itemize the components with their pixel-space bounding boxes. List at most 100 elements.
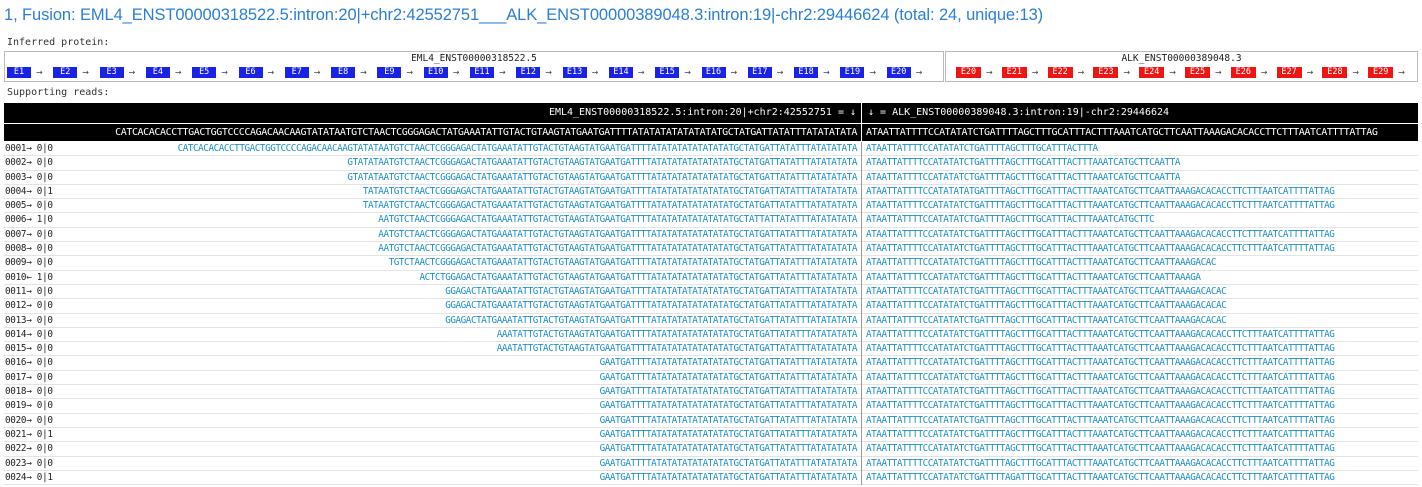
read-row: 0001→ 0|0 CATCACACACCTTGACTGGTCCCCAGACAAC… bbox=[4, 142, 1418, 157]
exon-gene_right-e24: E24 bbox=[1139, 67, 1165, 78]
exon-gene_left-e3: E3 bbox=[99, 67, 124, 78]
read-row: 0024→ 0|1 GAATGATTTTATATATATATATATATGCTAT… bbox=[4, 471, 1418, 486]
read-id: 0007→ 0|0 bbox=[5, 228, 53, 240]
read-left-sequence: GAATGATTTTATATATATATATATATGCTATGATTATATT… bbox=[599, 414, 858, 426]
exon-gene_left-e9: E9 bbox=[377, 67, 402, 78]
read-right-sequence: ATAATTATTTTCCATATATCTGATTTTAGCTTTGCATTTA… bbox=[866, 414, 1335, 426]
exon-arrow-icon: → bbox=[36, 68, 43, 77]
read-id: 0024→ 0|1 bbox=[5, 471, 53, 483]
exon-arrow-icon: → bbox=[776, 68, 784, 77]
read-left-sequence: AATGTCTAACTCGGGAGACTATGAAATATTGTACTGTAAG… bbox=[378, 214, 857, 226]
read-id: 0002→ 0|0 bbox=[5, 157, 53, 169]
supporting-reads-label: Supporting reads: bbox=[7, 87, 110, 98]
eml4-gene-panel: EML4_ENST00000318522.5 E1 → E2 → E3 → E4 → E5 → E6… bbox=[4, 51, 944, 82]
read-left-sequence: TGTCTAACTCGGGAGACTATGAAATATTGTACTGTAAGTA… bbox=[388, 257, 858, 269]
exon-gene_left-e13: E13 bbox=[562, 67, 587, 78]
exon-gene_left-e4: E4 bbox=[145, 67, 170, 78]
read-right-sequence: ATAATTATTTTCCATATATCTGATTTTAGCTTTGCATTTA… bbox=[866, 271, 1201, 283]
exon-arrow-icon: → bbox=[986, 68, 993, 77]
exon-arrow-icon: → bbox=[128, 68, 136, 77]
read-id: 0019→ 0|0 bbox=[5, 400, 53, 412]
exon-arrow-icon: → bbox=[545, 68, 552, 77]
read-right-sequence: ATAATTATTTTCCATATATCTGATTTTAGCTTTGCATTTA… bbox=[866, 143, 1098, 154]
read-right-sequence: ATAATTATTTTCCATATATATGATTTTAGCTTTGCATTTA… bbox=[866, 185, 1335, 197]
read-left-sequence: AAATATTGTACTGTAAGTATGAATGATTTTATATATATAT… bbox=[496, 328, 858, 340]
exon-arrow-icon: → bbox=[869, 68, 877, 77]
exon-gene_right-e29: E29 bbox=[1368, 67, 1394, 78]
read-row: 0013→ 0|0 GGAGACTATGAAATATTGTACTGTAAGTATG… bbox=[4, 314, 1418, 328]
exon-arrow-icon: → bbox=[915, 68, 923, 77]
exon-gene_right-e23: E23 bbox=[1093, 67, 1119, 78]
reference-left-sequence: CATCACACACCTTGACTGGTCCCCAGACAACAAGTATATA… bbox=[115, 127, 857, 138]
read-right-sequence: ATAATTATTTTCCATATATCTGATTTTAGCTTTGCATTTA… bbox=[866, 386, 1335, 398]
read-id: 0008→ 0|0 bbox=[5, 243, 53, 255]
read-row: 0003→ 0|0 GTATATAATGTCTAACTCGGGAGACTATGAA… bbox=[4, 171, 1418, 185]
read-id: 0013→ 0|0 bbox=[5, 314, 53, 326]
exon-arrow-icon: → bbox=[360, 68, 367, 77]
read-left-sequence: GTATATAATGTCTAACTCGGGAGACTATGAAATATTGTAC… bbox=[347, 157, 857, 169]
read-right-sequence: ATAATTATTTTCCATATATCTGATTTTAGCTTTGCATTTA… bbox=[866, 343, 1335, 355]
read-id: 0010← 1|0 bbox=[5, 271, 53, 283]
exon-gene_left-e10: E10 bbox=[423, 67, 448, 78]
read-row: 0004→ 0|1 TATAATGTCTAACTCGGGAGACTATGAAATA… bbox=[4, 185, 1418, 200]
eml4-gene-name: EML4_ENST00000318522.5 bbox=[411, 53, 537, 64]
read-id: 0023→ 0|0 bbox=[5, 457, 53, 469]
read-id: 0009→ 0|0 bbox=[5, 257, 53, 269]
exon-arrow-icon: → bbox=[267, 68, 275, 77]
read-right-sequence: ATAATTATTTTCCATATATCTGATTTTAGATTTGCATTTA… bbox=[866, 471, 1335, 483]
exon-gene_left-e20: E20 bbox=[886, 67, 911, 78]
read-row: 0022→ 0|0 GAATGATTTTATATATATATATATATGCTAT… bbox=[4, 442, 1418, 457]
read-left-sequence: CATCACACACCTTGACTGGTCCCCAGACAACAAGTATATA… bbox=[177, 143, 858, 154]
exon-gene_left-e12: E12 bbox=[516, 67, 541, 78]
read-left-sequence: GAATGATTTTATATATATATATATATGCTATGATTATATT… bbox=[599, 471, 858, 483]
read-row: 0008→ 0|0 AATGTCTAACTCGGGAGACTATGAAATATTG… bbox=[4, 242, 1418, 257]
read-left-sequence: GGAGACTATGAAATATTGTACTGTAAGTATGAATGATTTT… bbox=[445, 285, 857, 297]
exon-gene_left-e14: E14 bbox=[608, 67, 633, 78]
read-right-sequence: ATAATTATTTTCCATATATCTGATTTTAGCTTTGCATTTA… bbox=[866, 171, 1180, 183]
read-id: 0016→ 0|0 bbox=[5, 357, 53, 369]
junction-line bbox=[861, 142, 862, 485]
breakpoint-divider bbox=[861, 103, 862, 123]
exon-gene_right-e27: E27 bbox=[1276, 67, 1302, 78]
exon-gene_left-e15: E15 bbox=[655, 67, 680, 78]
read-row: 0015→ 0|0 AAATATTGTACTGTAAGTATGAATGATTTTA… bbox=[4, 342, 1418, 357]
read-right-sequence: ATAATTATTTTCCATATATCTGATTTTAGCTTTGCATTTA… bbox=[866, 357, 1335, 369]
read-row: 0010← 1|0 ACTCTGGAGACTATGAAATATTGTACTGTAA… bbox=[4, 271, 1418, 285]
read-left-sequence: AATGTCTAACTCGGGAGACTATGAAATATTGTACTGTAAG… bbox=[378, 228, 857, 240]
read-right-sequence: ATAATTATTTTCCATATATCTGATTTTAGCTTTGCATTTA… bbox=[866, 200, 1335, 212]
read-right-sequence: ATAATTATTTTCCATATATCTGATTTTAGCTTTGCATTTA… bbox=[866, 257, 1217, 269]
inferred-protein-label: Inferred protein: bbox=[7, 37, 110, 48]
read-row: 0017→ 0|0 GAATGATTTTATATATATATATATATGCTAT… bbox=[4, 371, 1418, 386]
exon-arrow-icon: → bbox=[1398, 68, 1405, 77]
exon-arrow-icon: → bbox=[1077, 68, 1085, 77]
alk-gene-panel: ALK_ENST00000389048.3 E20 → E21 → E22 → E23 → E2… bbox=[945, 51, 1418, 82]
read-id: 0018→ 0|0 bbox=[5, 386, 53, 398]
exon-gene_left-e6: E6 bbox=[238, 67, 263, 78]
exon-gene_right-e21: E21 bbox=[1001, 67, 1027, 78]
exon-gene_left-e16: E16 bbox=[701, 67, 726, 78]
read-left-sequence: AAATATTGTACTGTAAGTATGAATGATTTTATATATATAT… bbox=[496, 343, 858, 355]
exon-arrow-icon: → bbox=[82, 68, 89, 77]
read-row: 0020→ 0|0 GAATGATTTTATATATATATATATATGCTAT… bbox=[4, 414, 1418, 428]
supporting-reads-table: 0001→ 0|0 CATCACACACCTTGACTGGTCCCCAGACAAC… bbox=[4, 142, 1418, 486]
exon-arrow-icon: → bbox=[730, 68, 738, 77]
read-left-sequence: GAATGATTTTATATATATATATATATGCTATGATTATATT… bbox=[599, 443, 858, 455]
exon-arrow-icon: → bbox=[591, 68, 599, 77]
read-left-sequence: GAATGATTTTATATATATATATATATGCTATGATTATATT… bbox=[599, 371, 858, 383]
read-row: 0016→ 0|0 GAATGATTTTATATATATATATATATGCTAT… bbox=[4, 356, 1418, 371]
exon-arrow-icon: → bbox=[452, 68, 460, 77]
read-right-sequence: ATAATTATTTTCCATATATCTGATTTTAGCTTTGCATTTA… bbox=[866, 214, 1155, 226]
exon-gene_right-e22: E22 bbox=[1047, 67, 1073, 78]
read-id: 0005→ 0|0 bbox=[5, 200, 53, 212]
exon-gene_left-e18: E18 bbox=[794, 67, 819, 78]
exon-gene_left-e2: E2 bbox=[53, 67, 78, 78]
read-left-sequence: GTATATAATGTCTAACTCGGGAGACTATGAAATATTGTAC… bbox=[347, 171, 857, 183]
read-right-sequence: ATAATTATTTTCCATATATCTGATTTTAGCTTTGCATTTA… bbox=[866, 400, 1335, 412]
exon-arrow-icon: → bbox=[499, 68, 506, 77]
read-id: 0015→ 0|0 bbox=[5, 343, 53, 355]
alk-gene-name: ALK_ENST00000389048.3 bbox=[1121, 53, 1242, 64]
read-right-sequence: ATAATTATTTTCCATATATCTGATTTTAGCTTTGCATTTA… bbox=[866, 300, 1227, 312]
exon-arrow-icon: → bbox=[174, 68, 182, 77]
read-left-sequence: GAATGATTTTATATATATATATATATGCTATGATTATATT… bbox=[599, 357, 858, 369]
exon-gene_right-e20: E20 bbox=[956, 67, 981, 78]
